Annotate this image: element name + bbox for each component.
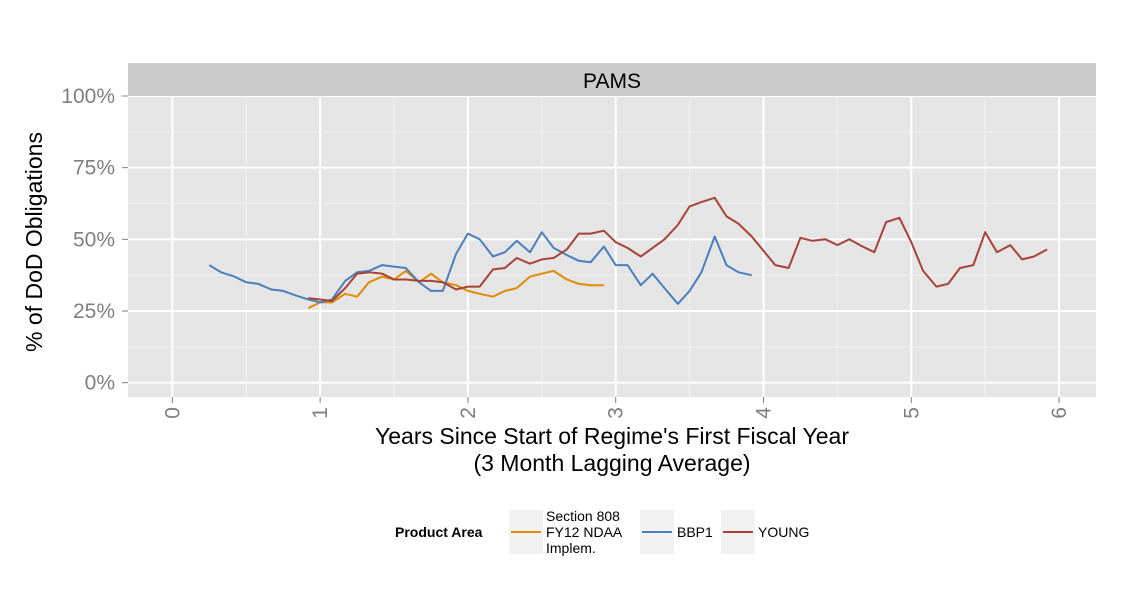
plot-panel-background [128, 96, 1096, 397]
series-lines [208, 196, 1048, 310]
series-line-1 [208, 231, 752, 305]
x-tick-label: 6 [1048, 407, 1071, 419]
x-tick-label: 1 [309, 407, 332, 419]
series-line-2 [308, 196, 1048, 302]
x-tick-label: 5 [900, 407, 923, 419]
x-tick-label: 0 [161, 407, 184, 419]
legend-label: BBP1 [677, 524, 713, 540]
y-tick-label: 25% [73, 300, 115, 323]
x-axis-title: Years Since Start of Regime's First Fisc… [375, 423, 849, 449]
axes: 0% 25% 50% 75% 100% 0 1 2 3 4 5 6 [61, 85, 1071, 419]
legend-label: Section 808 [546, 508, 620, 524]
legend-label: FY12 NDAA [546, 524, 623, 540]
y-axis-title: % of DoD Obligations [21, 132, 47, 352]
x-axis-subtitle: (3 Month Lagging Average) [473, 450, 750, 476]
x-tick-label: 3 [605, 407, 628, 419]
legend-label: YOUNG [758, 524, 809, 540]
facet-strip-label: PAMS [583, 70, 641, 93]
y-tick-label: 50% [73, 228, 115, 251]
y-tick-label: 100% [61, 85, 115, 108]
legend-title: Product Area [395, 524, 483, 540]
y-tick-label: 0% [85, 372, 115, 395]
x-tick-label: 4 [752, 407, 775, 419]
facet-strip: PAMS [128, 63, 1096, 96]
y-tick-label: 75% [73, 157, 115, 180]
x-tick-label: 2 [457, 407, 480, 419]
plot-panel [128, 96, 1096, 397]
legend-label: Implem. [546, 540, 596, 556]
series-line-0 [307, 269, 604, 310]
facet-strip-background [128, 63, 1096, 96]
